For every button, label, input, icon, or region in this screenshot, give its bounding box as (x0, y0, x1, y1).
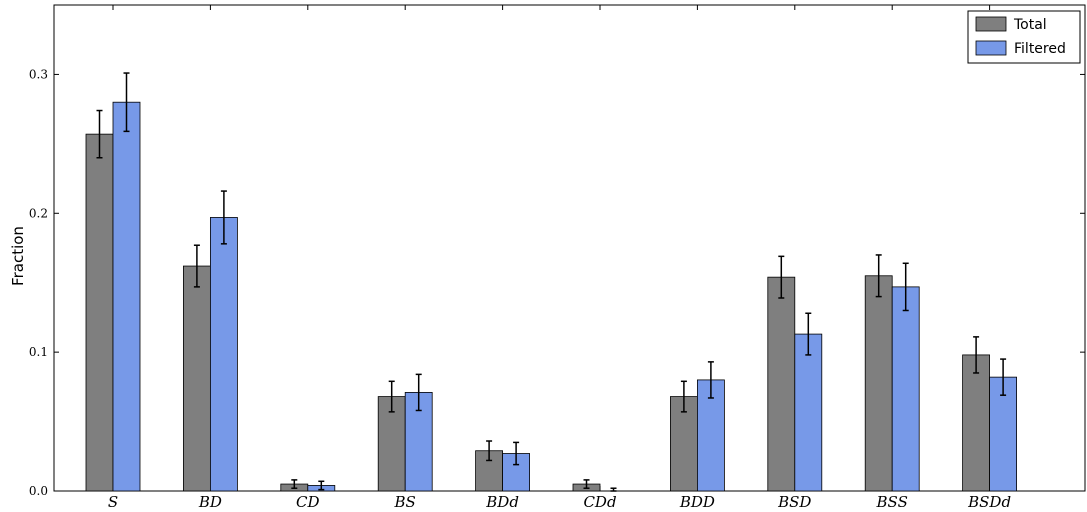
y-tick-label: 0.1 (29, 345, 48, 359)
legend: Total Filtered (967, 10, 1081, 64)
bar-filtered-bsd (794, 333, 823, 492)
x-tick-label: BDD (679, 493, 715, 511)
y-axis-label: Fraction (9, 226, 27, 286)
bar-filtered-bss (891, 286, 920, 492)
x-tick-label: BSS (876, 493, 908, 511)
legend-swatch-filtered (975, 40, 1007, 56)
plot-frame (53, 4, 1086, 492)
legend-label-filtered: Filtered (1014, 41, 1066, 57)
y-tick-label: 0.3 (29, 67, 48, 81)
bar-filtered-bsdd (989, 376, 1017, 492)
legend-label-total: Total (1013, 17, 1047, 33)
x-tick-label: CDd (583, 493, 616, 511)
x-tick-label: BDd (485, 493, 519, 511)
y-tick-label: 0.0 (29, 484, 48, 498)
x-tick-label: BD (198, 493, 222, 511)
bar-total-bsdd (962, 354, 990, 492)
bar-total-bss (864, 275, 893, 492)
plot-area: 0.0 0.1 0.2 0.3 S BD CD BS BDd CDd BDD BSD BSS BSDd (29, 4, 1086, 511)
bar-filtered-bd (209, 217, 238, 492)
bar-filtered-s (112, 101, 141, 492)
x-tick-label: BSD (777, 493, 811, 511)
y-tick-label: 0.2 (29, 206, 48, 220)
x-tick-label: S (108, 493, 118, 511)
x-tick-label: CD (296, 493, 320, 511)
x-tick-label: BS (394, 493, 416, 511)
legend-swatch-total (975, 16, 1007, 32)
x-tick-label: BSDd (967, 493, 1011, 511)
bar-total-s (85, 133, 114, 492)
bar-total-bd (182, 265, 211, 492)
bar-total-bsd (767, 276, 796, 492)
